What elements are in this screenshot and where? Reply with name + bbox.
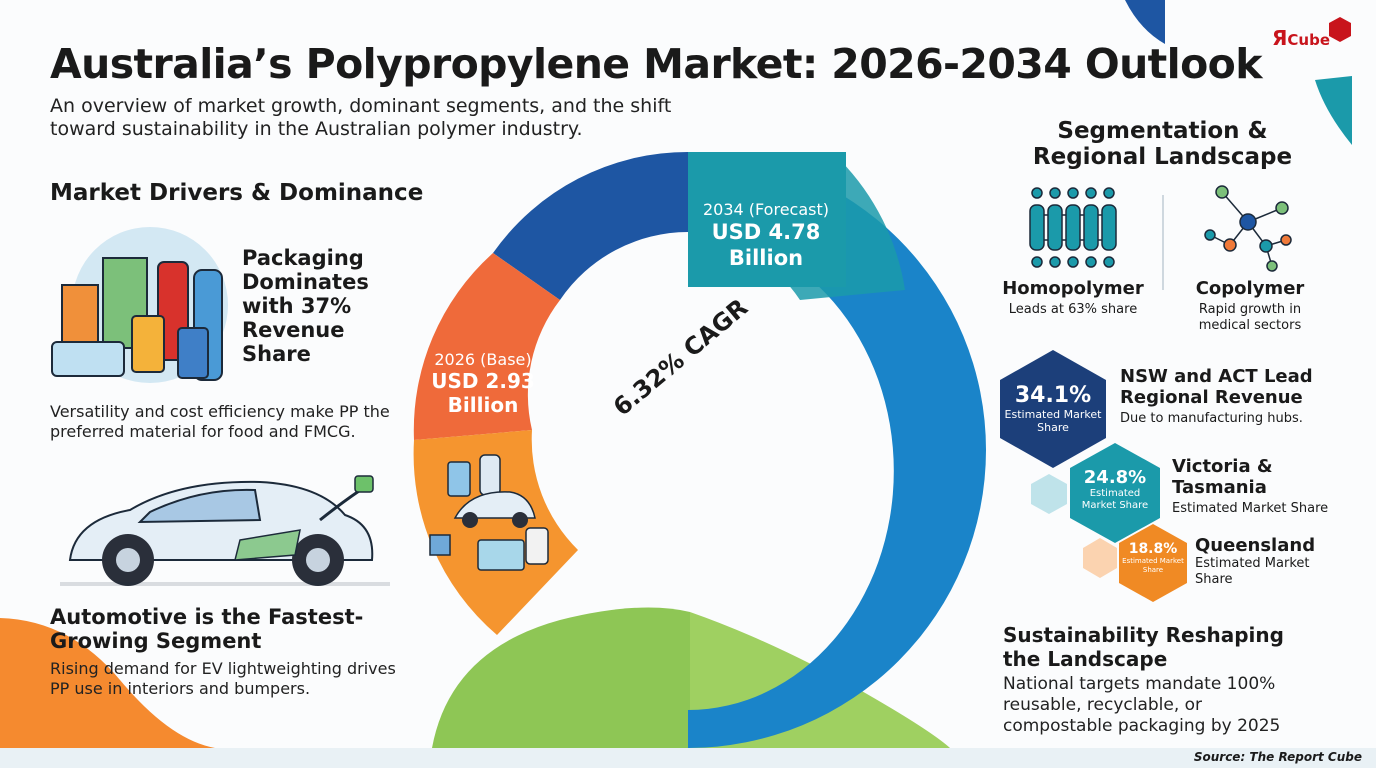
nsw-desc: Due to manufacturing hubs. [1120,411,1303,426]
copolymer-desc: Rapid growth in medical sectors [1198,302,1302,333]
queensland-share: 18.8% [1128,541,1178,557]
hex-victoria [1070,443,1160,543]
source-note: Source: The Report Cube [1193,750,1362,764]
logo-text: Cube [1287,31,1331,49]
nsw-info: NSW and ACT Lead Regional Revenue Due to… [1120,366,1340,426]
nsw-name: NSW and ACT Lead Regional Revenue [1120,366,1313,408]
forecast-value-group: 2034 (Forecast) USD 4.78 Billion [690,200,842,271]
victoria-name: Victoria & Tasmania [1172,456,1273,498]
victoria-share-label: Estimated Market Share [1081,488,1149,511]
segmentation-heading: Segmentation & Regional Landscape [1032,118,1293,170]
corner-shape-teal [1315,76,1352,145]
base-value: USD 2.93 Billion [431,369,535,417]
copolymer-name: Copolymer [1195,278,1305,299]
queensland-share-label: Estimated Market Share [1122,557,1184,574]
forecast-label-panel [688,152,846,287]
nsw-share: 34.1% [1014,383,1092,408]
homopolymer-chain-icon [1029,187,1117,268]
victoria-share-badge: 24.8% Estimated Market Share [1074,467,1156,512]
homopolymer-desc: Leads at 63% share [1008,302,1138,317]
hex-queensland [1119,524,1187,602]
corner-shape-blue [1125,0,1165,44]
queensland-info: Queensland Estimated Market Share [1195,535,1335,588]
packaging-body: Versatility and cost efficiency make PP … [50,402,390,441]
automotive-title: Automotive is the Fastest-Growing Segmen… [50,605,364,653]
copolymer-block: Copolymer Rapid growth in medical sector… [1180,278,1320,334]
green-blob-left [432,607,690,748]
drivers-heading: Market Drivers & Dominance [50,180,424,206]
electric-car-icon [60,475,390,586]
queensland-share-badge: 18.8% Estimated Market Share [1122,541,1184,575]
packaging-products-icon [51,257,223,381]
red-cube-icon [1329,17,1351,42]
products-collage-icon [429,454,549,571]
donut-segment-navy [493,151,688,300]
forecast-value: USD 4.78 Billion [711,220,821,270]
packaging-title: Packaging Dominates with 37% Revenue Sha… [242,246,369,366]
footer-band [0,748,1376,768]
hex-nsw [1000,350,1106,468]
hex-victoria-small [1031,474,1067,514]
orange-blob [0,618,215,748]
queensland-desc: Estimated Market Share [1195,556,1310,587]
nsw-share-label: Estimated Market Share [1004,408,1102,434]
sustainability-body: National targets mandate 100% reusable, … [1003,674,1281,736]
brand-logo: ЯCube [1272,26,1330,50]
donut-segment-blue [688,152,986,748]
automotive-body: Rising demand for EV lightweighting driv… [50,659,396,698]
page-subtitle: An overview of market growth, dominant s… [50,95,672,140]
sustainability-title: Sustainability Reshaping the Landscape [1003,623,1284,671]
nsw-share-badge: 34.1% Estimated Market Share [1004,383,1102,434]
logo-mark: Я [1272,26,1288,50]
base-label: 2026 (Base) [434,350,532,369]
hex-queensland-small [1083,538,1117,578]
donut-segment-red [413,253,560,440]
page-title: Australia’s Polypropylene Market: 2026-2… [50,40,1263,88]
forecast-label: 2034 (Forecast) [703,200,829,219]
queensland-name: Queensland [1195,535,1316,556]
victoria-desc: Estimated Market Share [1172,501,1329,516]
copolymer-molecule-icon [1204,185,1292,272]
victoria-info: Victoria & Tasmania Estimated Market Sha… [1172,456,1352,516]
victoria-share: 24.8% [1083,467,1147,488]
base-value-group: 2026 (Base) USD 2.93 Billion [424,350,542,417]
homopolymer-block: Homopolymer Leads at 63% share [998,278,1148,317]
homopolymer-name: Homopolymer [1002,278,1144,299]
